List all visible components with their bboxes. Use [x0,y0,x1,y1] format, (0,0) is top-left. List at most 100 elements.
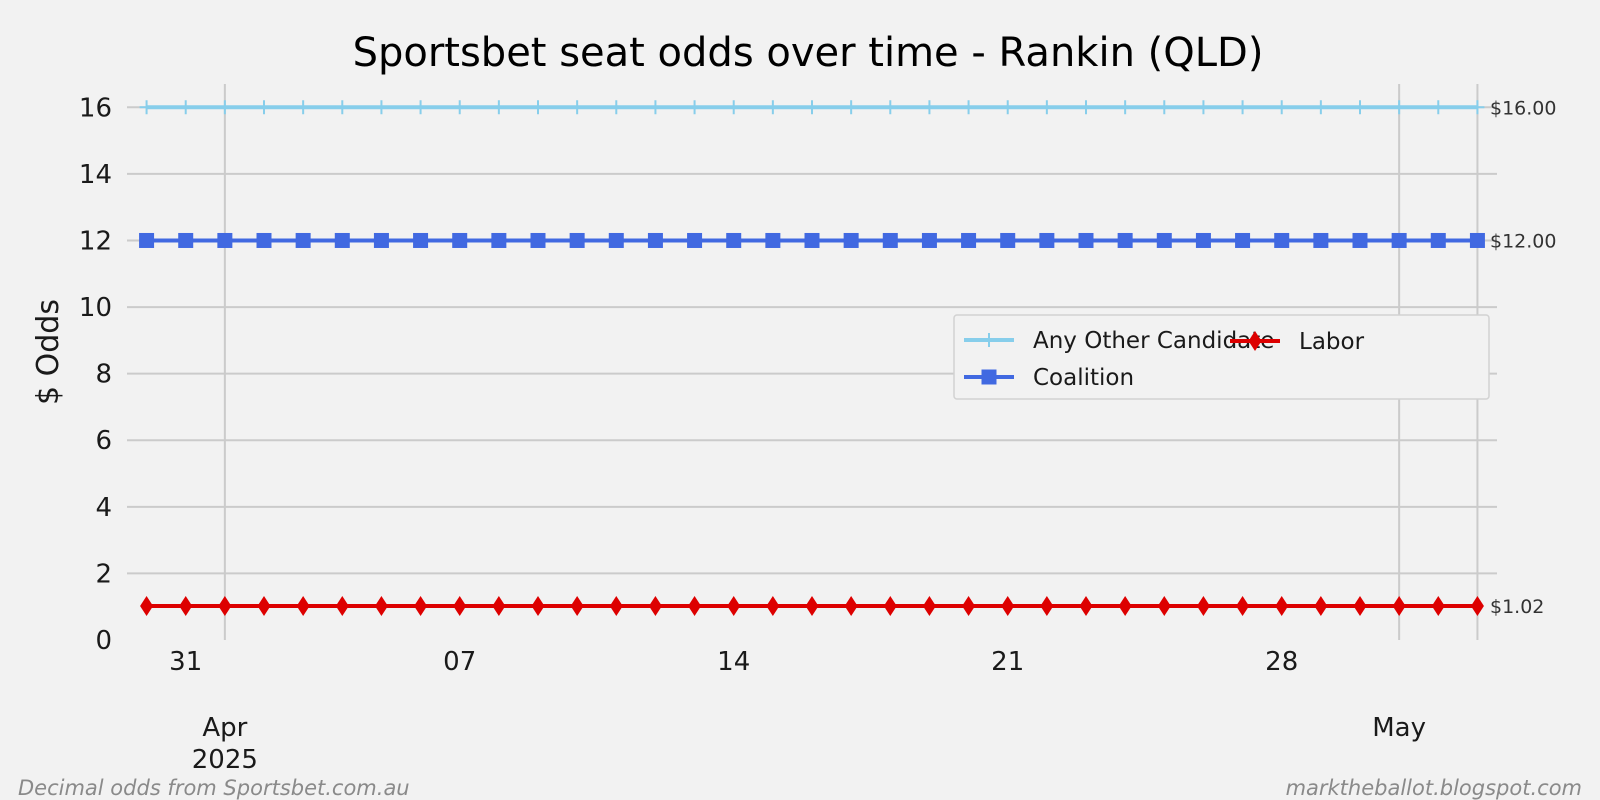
y-tick-label: 14 [79,160,112,190]
data-point [1039,232,1055,248]
y-axis-label: $ Odds [31,299,66,405]
x-day-label: 21 [991,647,1024,677]
data-point [570,596,584,617]
data-point [1000,232,1016,248]
data-point [218,596,232,617]
data-point [257,596,271,617]
data-point [1431,100,1446,115]
data-point [1235,100,1250,115]
data-point [452,232,468,248]
legend-box [953,314,1490,400]
data-point [648,100,663,115]
y-tick-label: 12 [79,226,112,256]
data-point [687,232,703,248]
legend-label: Labor [1299,329,1365,355]
data-point [843,232,859,248]
y-axis-ticks: 0 2 4 6 8 10 12 14 16 [79,93,112,656]
data-point [962,596,976,617]
data-point [1469,232,1485,248]
x-month-label: May [1372,713,1426,743]
data-point [961,100,976,115]
x-day-label: 14 [717,647,750,677]
data-point [1352,232,1368,248]
data-point [1470,596,1484,617]
data-point [491,232,507,248]
data-point [178,100,193,115]
y-tick-label: 0 [95,626,112,656]
data-point [335,100,350,115]
data-point [922,100,937,115]
data-point [295,232,311,248]
legend-item: Labor [1230,329,1365,355]
data-point [413,232,429,248]
data-point [1079,596,1093,617]
x-day-label: 31 [169,647,202,677]
series-lines [139,100,1485,617]
x-month-label: Apr [202,713,247,743]
data-point [296,596,310,617]
y-tick-label: 6 [95,426,112,456]
data-point [492,596,506,617]
chart-title: Sportsbet seat odds over time - Rankin (… [353,30,1264,76]
data-point [1157,100,1172,115]
data-point [217,232,233,248]
y-tick-label: 10 [79,293,112,323]
y-tick-label: 4 [95,493,112,523]
series-any-other-candidate [139,100,1485,115]
data-point [179,596,193,617]
data-point [1039,100,1054,115]
data-point [1040,596,1054,617]
data-point [1079,100,1093,115]
data-point [981,369,997,385]
data-point [608,232,624,248]
data-point [1235,232,1251,248]
data-point [1118,596,1132,617]
end-labels: $16.00 $12.00 $1.02 [1490,97,1556,618]
data-point [374,596,388,617]
data-point [1430,232,1446,248]
data-point [453,596,467,617]
x-day-label: 07 [443,647,476,677]
series-end-label: $1.02 [1490,596,1544,618]
y-tick-label: 2 [95,559,112,589]
data-point [1001,596,1015,617]
data-point [1236,596,1250,617]
data-point [1248,331,1262,351]
data-point [1274,232,1290,248]
data-point [374,100,389,115]
data-point [530,232,546,248]
data-point [373,232,389,248]
data-point [609,596,623,617]
data-point [256,232,272,248]
data-point [922,596,936,617]
data-point [1118,100,1133,115]
data-point [688,596,702,617]
footer-site: marktheballot.blogspot.com [1286,776,1582,800]
data-point [531,100,545,115]
data-point [921,232,937,248]
data-point [570,100,585,115]
data-point [687,100,702,115]
data-point [452,100,467,115]
data-point [726,232,742,248]
data-point [805,596,819,617]
data-point [1431,596,1445,617]
data-point [1078,232,1094,248]
data-point [727,596,741,617]
data-point [1196,100,1211,115]
data-point [1000,100,1015,115]
data-point [982,333,996,347]
data-point [1470,100,1485,115]
y-tick-label: 16 [79,93,112,123]
data-point [1313,232,1329,248]
data-point [1117,232,1133,248]
data-point [882,232,898,248]
data-point [805,100,819,115]
data-point [257,100,271,115]
data-point [531,596,545,617]
data-point [647,232,663,248]
data-point [1392,100,1407,115]
data-point [335,596,349,617]
data-point [1353,100,1367,115]
